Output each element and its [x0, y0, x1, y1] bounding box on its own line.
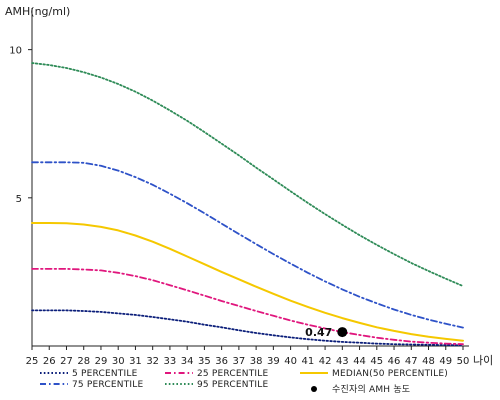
legend-label: 25 PERCENTILE — [197, 369, 269, 379]
x-tick-label: 25 — [26, 356, 39, 367]
legend-label: 5 PERCENTILE — [72, 369, 138, 379]
x-tick-label: 50 — [457, 356, 470, 367]
series-line — [31, 62, 464, 287]
x-tick-label: 33 — [164, 356, 177, 367]
x-tick-label: 34 — [181, 356, 194, 367]
series-line — [31, 161, 464, 329]
x-tick-label: 28 — [77, 356, 90, 367]
legend-marker-label: 수진자의 AMH 농도 — [332, 384, 410, 395]
x-tick-label: 47 — [405, 356, 418, 367]
x-tick-label: 36 — [215, 356, 228, 367]
x-tick-label: 26 — [43, 356, 56, 367]
x-tick-label: 35 — [198, 356, 211, 367]
x-tick-label: 38 — [250, 356, 263, 367]
series-line — [31, 222, 464, 342]
x-tick-label: 30 — [112, 356, 125, 367]
x-axis-title: 나이 — [473, 354, 493, 367]
x-tick-label: 43 — [336, 356, 349, 367]
y-tick-label: 10 — [9, 46, 22, 57]
legend-label: MEDIAN(50 PERCENTILE) — [332, 369, 448, 379]
axes: AMH(ng/ml) 5 10 25 26 27 28 29 30 31 32 33 34 35 36 37 3… — [5, 5, 493, 367]
series-layer — [31, 62, 464, 347]
x-tick-label: 45 — [370, 356, 383, 367]
patient-marker — [337, 327, 348, 338]
x-tick-label: 27 — [60, 356, 73, 367]
marker-layer: 0.47 — [305, 326, 348, 339]
x-tick-label: 32 — [146, 356, 159, 367]
x-tick-label: 42 — [319, 356, 332, 367]
series-line — [31, 309, 464, 347]
y-tick-label: 5 — [16, 194, 22, 205]
x-tick-label: 48 — [422, 356, 435, 367]
legend-marker-dot — [311, 386, 317, 392]
legend-label: 95 PERCENTILE — [197, 380, 269, 390]
legend: 5 PERCENTILE 25 PERCENTILE MEDIAN(50 PERCE… — [40, 369, 448, 395]
y-axis-title: AMH(ng/ml) — [5, 5, 70, 18]
x-tick-label: 29 — [95, 356, 108, 367]
x-tick-label: 31 — [129, 356, 142, 367]
x-tick-label: 44 — [353, 356, 366, 367]
x-tick-label: 40 — [284, 356, 297, 367]
patient-value-label: 0.47 — [305, 326, 332, 339]
x-tick-label: 46 — [388, 356, 401, 367]
legend-label: 75 PERCENTILE — [72, 380, 144, 390]
x-tick-label: 49 — [439, 356, 452, 367]
series-line — [31, 268, 464, 346]
x-tick-label: 37 — [233, 356, 246, 367]
x-tick-label: 39 — [267, 356, 280, 367]
x-tick-label: 41 — [301, 356, 314, 367]
